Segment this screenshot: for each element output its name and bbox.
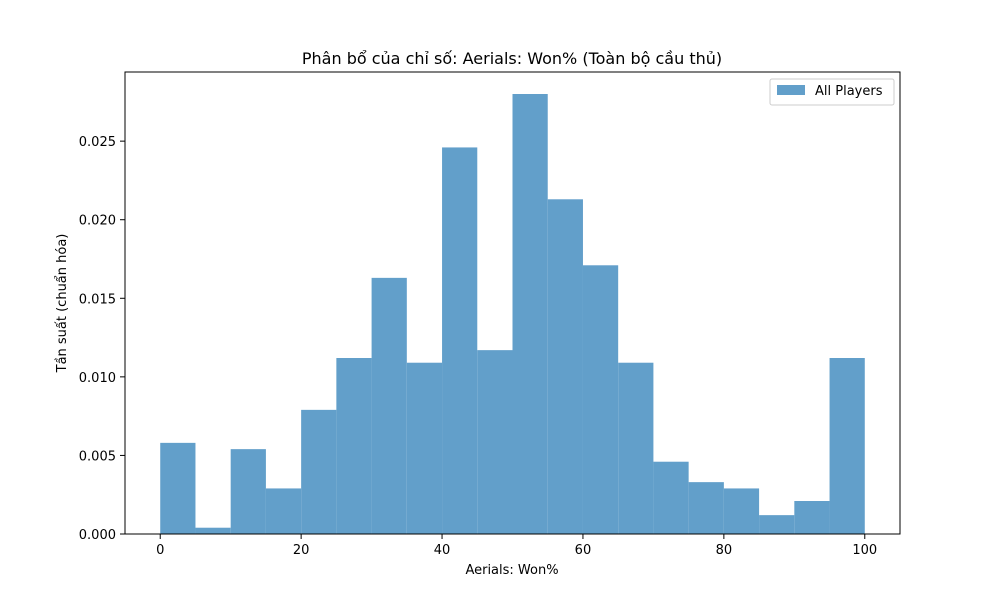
bars-layer: [160, 94, 865, 535]
x-tick-label: 40: [434, 543, 451, 558]
histogram-bar: [477, 350, 513, 534]
x-axis-label: Aerials: Won%: [465, 563, 558, 578]
x-tick-label: 60: [575, 543, 592, 558]
histogram-bar: [195, 527, 231, 534]
histogram-bar: [371, 277, 407, 534]
y-tick-label: 0.025: [79, 135, 116, 150]
y-axis-label: Tần suất (chuẩn hóa): [55, 234, 70, 374]
x-tick-label: 0: [156, 543, 164, 558]
y-tick-label: 0.015: [79, 292, 116, 307]
x-axis: 0 20 40 60 80 100: [156, 534, 877, 558]
histogram-bar: [265, 488, 302, 534]
histogram-bar: [301, 409, 337, 534]
histogram-bar: [336, 358, 372, 534]
histogram-bar: [794, 501, 830, 534]
legend-swatch: [777, 85, 805, 95]
x-tick-label: 80: [716, 543, 733, 558]
histogram-bar: [688, 482, 724, 534]
histogram-bar: [547, 199, 583, 535]
histogram-bar: [406, 362, 443, 534]
y-axis: 0.000 0.005 0.010 0.015 0.020 0.025: [79, 135, 125, 543]
y-tick-label: 0.020: [79, 214, 116, 229]
histogram-bar: [618, 362, 654, 534]
legend: All Players: [769, 78, 895, 106]
histogram-bar: [829, 358, 865, 534]
chart-title: Phân bổ của chỉ số: Aerials: Won% (Toàn …: [302, 49, 722, 68]
histogram-bar: [759, 515, 795, 534]
histogram-bar: [160, 442, 196, 534]
y-tick-label: 0.010: [79, 371, 116, 386]
histogram-bar: [582, 265, 619, 534]
histogram-bar: [653, 461, 689, 534]
y-tick-label: 0.000: [79, 528, 116, 543]
histogram-bar: [442, 147, 478, 534]
y-tick-label: 0.005: [79, 449, 116, 464]
histogram-bar: [512, 94, 548, 534]
histogram-bar: [230, 449, 266, 534]
plot-frame: [124, 71, 901, 535]
x-tick-label: 100: [852, 543, 877, 558]
histogram-bar: [723, 488, 760, 534]
legend-label: All Players: [815, 84, 883, 99]
x-tick-label: 20: [293, 543, 310, 558]
